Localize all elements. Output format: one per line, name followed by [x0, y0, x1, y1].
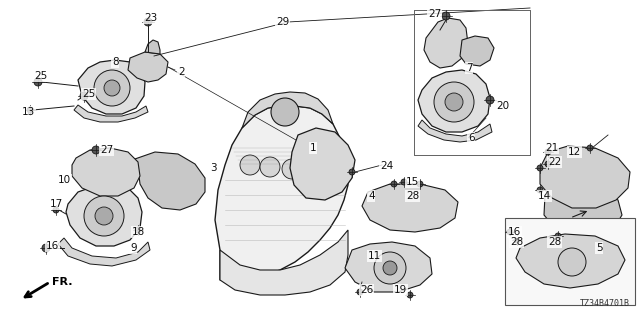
Circle shape: [587, 145, 593, 151]
Text: 13: 13: [22, 107, 35, 117]
Text: 17: 17: [50, 199, 63, 209]
Polygon shape: [220, 230, 348, 295]
Text: 28: 28: [510, 237, 524, 247]
Circle shape: [401, 179, 407, 185]
Circle shape: [27, 107, 33, 113]
Circle shape: [302, 161, 322, 181]
Text: 16: 16: [508, 227, 521, 237]
Circle shape: [434, 82, 474, 122]
Circle shape: [282, 159, 302, 179]
Circle shape: [558, 248, 586, 276]
Text: 1: 1: [310, 143, 317, 153]
Circle shape: [486, 96, 494, 104]
Text: 22: 22: [548, 157, 561, 167]
Polygon shape: [418, 70, 490, 132]
Polygon shape: [242, 92, 333, 128]
Polygon shape: [145, 40, 160, 54]
Polygon shape: [290, 128, 355, 200]
Text: 24: 24: [380, 161, 393, 171]
Text: 28: 28: [406, 191, 419, 201]
Polygon shape: [132, 152, 205, 210]
Text: 4: 4: [368, 191, 374, 201]
Circle shape: [545, 161, 551, 167]
Text: 25: 25: [82, 89, 95, 99]
Circle shape: [94, 70, 130, 106]
Circle shape: [445, 93, 463, 111]
Polygon shape: [424, 18, 468, 68]
Circle shape: [53, 207, 59, 213]
Text: 19: 19: [394, 285, 407, 295]
Polygon shape: [128, 52, 168, 82]
Circle shape: [507, 229, 513, 235]
Text: 21: 21: [545, 143, 558, 153]
Text: 15: 15: [406, 177, 419, 187]
Text: 14: 14: [538, 191, 551, 201]
Circle shape: [391, 181, 397, 187]
Text: 10: 10: [58, 175, 71, 185]
Polygon shape: [362, 184, 458, 232]
Text: 3: 3: [210, 163, 216, 173]
Text: 27: 27: [428, 9, 441, 19]
Circle shape: [555, 233, 561, 239]
Text: 27: 27: [100, 145, 113, 155]
Text: 25: 25: [34, 71, 47, 81]
Text: 20: 20: [496, 101, 509, 111]
Circle shape: [80, 92, 88, 100]
Circle shape: [374, 252, 406, 284]
Text: 11: 11: [368, 251, 381, 261]
Text: 12: 12: [568, 147, 581, 157]
Circle shape: [271, 98, 299, 126]
Polygon shape: [460, 36, 494, 66]
Circle shape: [260, 157, 280, 177]
Circle shape: [240, 155, 260, 175]
Circle shape: [84, 196, 124, 236]
Circle shape: [357, 289, 363, 295]
Circle shape: [34, 78, 42, 86]
Polygon shape: [418, 120, 492, 142]
Polygon shape: [505, 218, 635, 305]
Circle shape: [537, 187, 543, 193]
Circle shape: [545, 149, 551, 155]
Text: 5: 5: [596, 243, 603, 253]
Circle shape: [349, 169, 355, 175]
Circle shape: [407, 292, 413, 298]
Text: 2: 2: [178, 67, 184, 77]
Text: 18: 18: [132, 227, 145, 237]
Text: FR.: FR.: [52, 277, 72, 287]
Circle shape: [514, 237, 520, 243]
Polygon shape: [58, 238, 150, 266]
Circle shape: [537, 165, 543, 171]
Circle shape: [95, 207, 113, 225]
Circle shape: [104, 80, 120, 96]
Polygon shape: [72, 148, 140, 196]
Polygon shape: [544, 186, 622, 236]
Text: TZ34B4701B: TZ34B4701B: [580, 299, 630, 308]
Circle shape: [42, 244, 50, 252]
Polygon shape: [345, 242, 432, 292]
Polygon shape: [516, 234, 625, 288]
Circle shape: [135, 227, 141, 233]
Text: 28: 28: [548, 237, 561, 247]
Circle shape: [383, 261, 397, 275]
Text: 8: 8: [112, 57, 118, 67]
Text: 26: 26: [360, 285, 373, 295]
Text: 16: 16: [46, 241, 60, 251]
Polygon shape: [74, 105, 148, 122]
Circle shape: [442, 12, 450, 20]
Polygon shape: [540, 146, 630, 208]
Circle shape: [144, 18, 152, 26]
Text: 23: 23: [144, 13, 157, 23]
Text: 9: 9: [130, 243, 136, 253]
Circle shape: [92, 146, 100, 154]
Polygon shape: [215, 106, 348, 280]
Circle shape: [322, 163, 342, 183]
Text: 6: 6: [468, 133, 475, 143]
Text: 7: 7: [466, 63, 472, 73]
Polygon shape: [78, 60, 145, 114]
Text: 29: 29: [276, 17, 289, 27]
Polygon shape: [66, 184, 142, 246]
Circle shape: [417, 181, 423, 187]
